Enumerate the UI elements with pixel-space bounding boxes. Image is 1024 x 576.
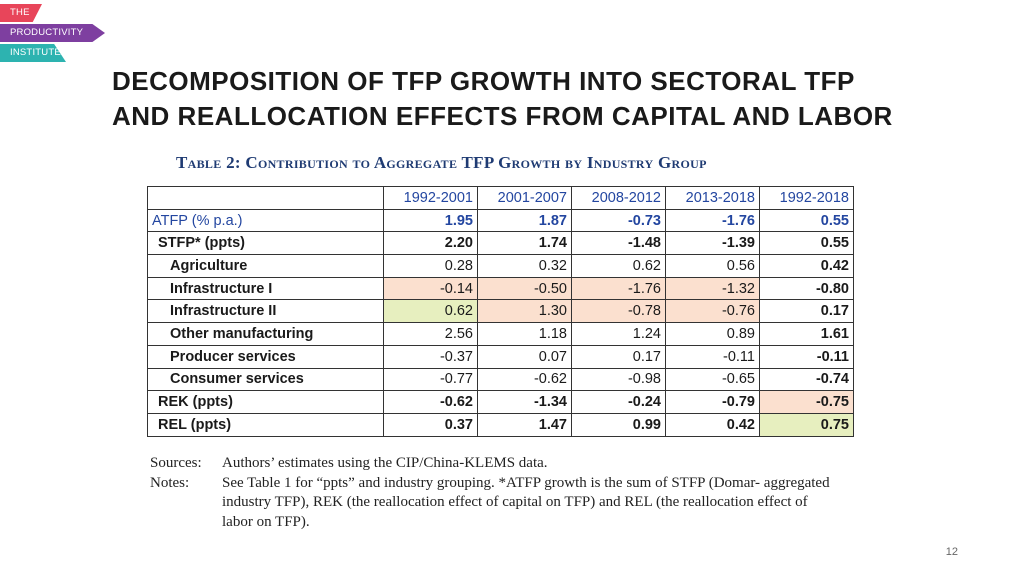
column-header: 1992-2018	[760, 187, 854, 210]
row-label: Producer services	[148, 345, 384, 368]
table-header-row: 1992-2001 2001-2007 2008-2012 2013-2018 …	[148, 187, 854, 210]
table-cell: 0.07	[478, 345, 572, 368]
page-number: 12	[946, 546, 958, 558]
row-label: Infrastructure II	[148, 300, 384, 323]
table-cell: 2.56	[384, 323, 478, 346]
table-row-producer-services: Producer services -0.37 0.07 0.17 -0.11 …	[148, 345, 854, 368]
table-cell: -0.78	[572, 300, 666, 323]
logo-line-productivity: PRODUCTIVITY	[0, 24, 105, 42]
notes-text: See Table 1 for “ppts” and industry grou…	[222, 474, 832, 533]
row-label: REK (ppts)	[148, 391, 384, 414]
table-cell: 0.28	[384, 255, 478, 278]
table-cell: -1.76	[572, 277, 666, 300]
sources-text: Authors’ estimates using the CIP/China-K…	[222, 454, 832, 474]
table-cell: 1.47	[478, 413, 572, 436]
table-cell: -1.76	[666, 209, 760, 232]
table-cell: 0.56	[666, 255, 760, 278]
logo-line-the: THE	[0, 4, 42, 22]
notes-label: Notes:	[150, 474, 222, 533]
table-cell: -1.39	[666, 232, 760, 255]
table-cell: -0.11	[666, 345, 760, 368]
table-cell: -0.62	[384, 391, 478, 414]
table-cell: 0.17	[572, 345, 666, 368]
table-cell: 0.75	[760, 413, 854, 436]
table-row-consumer-services: Consumer services -0.77 -0.62 -0.98 -0.6…	[148, 368, 854, 391]
table-notes: Sources: Authors’ estimates using the CI…	[150, 454, 832, 532]
table-row-atfp: ATFP (% p.a.) 1.95 1.87 -0.73 -1.76 0.55	[148, 209, 854, 232]
row-label: STFP* (ppts)	[148, 232, 384, 255]
table-cell: 0.89	[666, 323, 760, 346]
table-cell: -0.77	[384, 368, 478, 391]
table-cell: -0.79	[666, 391, 760, 414]
table-cell: -0.74	[760, 368, 854, 391]
table-cell: 1.61	[760, 323, 854, 346]
table-cell: 2.20	[384, 232, 478, 255]
slide-title: DECOMPOSITION OF TFP GROWTH INTO SECTORA…	[112, 64, 893, 134]
table-cell: -1.32	[666, 277, 760, 300]
slide-title-line2: AND REALLOCATION EFFECTS FROM CAPITAL AN…	[112, 101, 893, 131]
table-cell: -0.37	[384, 345, 478, 368]
tfp-contribution-table: 1992-2001 2001-2007 2008-2012 2013-2018 …	[147, 186, 854, 437]
header-blank-cell	[148, 187, 384, 210]
table-cell: 1.30	[478, 300, 572, 323]
table-row-stfp: STFP* (ppts) 2.20 1.74 -1.48 -1.39 0.55	[148, 232, 854, 255]
table-cell: 1.18	[478, 323, 572, 346]
table-cell: -0.80	[760, 277, 854, 300]
table-cell: 0.62	[572, 255, 666, 278]
table-cell: 0.99	[572, 413, 666, 436]
table-cell: -0.24	[572, 391, 666, 414]
row-label: Consumer services	[148, 368, 384, 391]
table-cell: -0.98	[572, 368, 666, 391]
productivity-institute-logo: THE PRODUCTIVITY INSTITUTE	[0, 4, 110, 62]
table-cell: 0.55	[760, 209, 854, 232]
table-cell: -0.65	[666, 368, 760, 391]
table-caption: Table 2: Contribution to Aggregate TFP G…	[176, 153, 707, 173]
table-cell: -0.11	[760, 345, 854, 368]
logo-line-institute: INSTITUTE	[0, 44, 66, 62]
table-cell: 1.87	[478, 209, 572, 232]
table-cell: 1.24	[572, 323, 666, 346]
table-cell: 0.17	[760, 300, 854, 323]
sources-row: Sources: Authors’ estimates using the CI…	[150, 454, 832, 474]
column-header: 2008-2012	[572, 187, 666, 210]
table-row-agriculture: Agriculture 0.28 0.32 0.62 0.56 0.42	[148, 255, 854, 278]
table-row-other-manufacturing: Other manufacturing 2.56 1.18 1.24 0.89 …	[148, 323, 854, 346]
table-cell: -1.34	[478, 391, 572, 414]
table-cell: 0.42	[666, 413, 760, 436]
column-header: 2001-2007	[478, 187, 572, 210]
table-cell: 1.95	[384, 209, 478, 232]
column-header: 2013-2018	[666, 187, 760, 210]
table-cell: 0.42	[760, 255, 854, 278]
table-cell: 0.32	[478, 255, 572, 278]
table-cell: -0.50	[478, 277, 572, 300]
table-row-rel: REL (ppts) 0.37 1.47 0.99 0.42 0.75	[148, 413, 854, 436]
table-cell: 1.74	[478, 232, 572, 255]
table-cell: -0.76	[666, 300, 760, 323]
slide-title-line1: DECOMPOSITION OF TFP GROWTH INTO SECTORA…	[112, 66, 855, 96]
table-cell: -0.14	[384, 277, 478, 300]
row-label: Other manufacturing	[148, 323, 384, 346]
table-cell: 0.55	[760, 232, 854, 255]
table-row-rek: REK (ppts) -0.62 -1.34 -0.24 -0.79 -0.75	[148, 391, 854, 414]
table-row-infrastructure-ii: Infrastructure II 0.62 1.30 -0.78 -0.76 …	[148, 300, 854, 323]
table-row-infrastructure-i: Infrastructure I -0.14 -0.50 -1.76 -1.32…	[148, 277, 854, 300]
table-cell: 0.37	[384, 413, 478, 436]
sources-label: Sources:	[150, 454, 222, 474]
row-label: Agriculture	[148, 255, 384, 278]
row-label: REL (ppts)	[148, 413, 384, 436]
table-cell: -1.48	[572, 232, 666, 255]
table-cell: -0.75	[760, 391, 854, 414]
row-label: Infrastructure I	[148, 277, 384, 300]
row-label: ATFP (% p.a.)	[148, 209, 384, 232]
table-cell: -0.62	[478, 368, 572, 391]
notes-row: Notes: See Table 1 for “ppts” and indust…	[150, 474, 832, 533]
table-cell: 0.62	[384, 300, 478, 323]
table-cell: -0.73	[572, 209, 666, 232]
column-header: 1992-2001	[384, 187, 478, 210]
